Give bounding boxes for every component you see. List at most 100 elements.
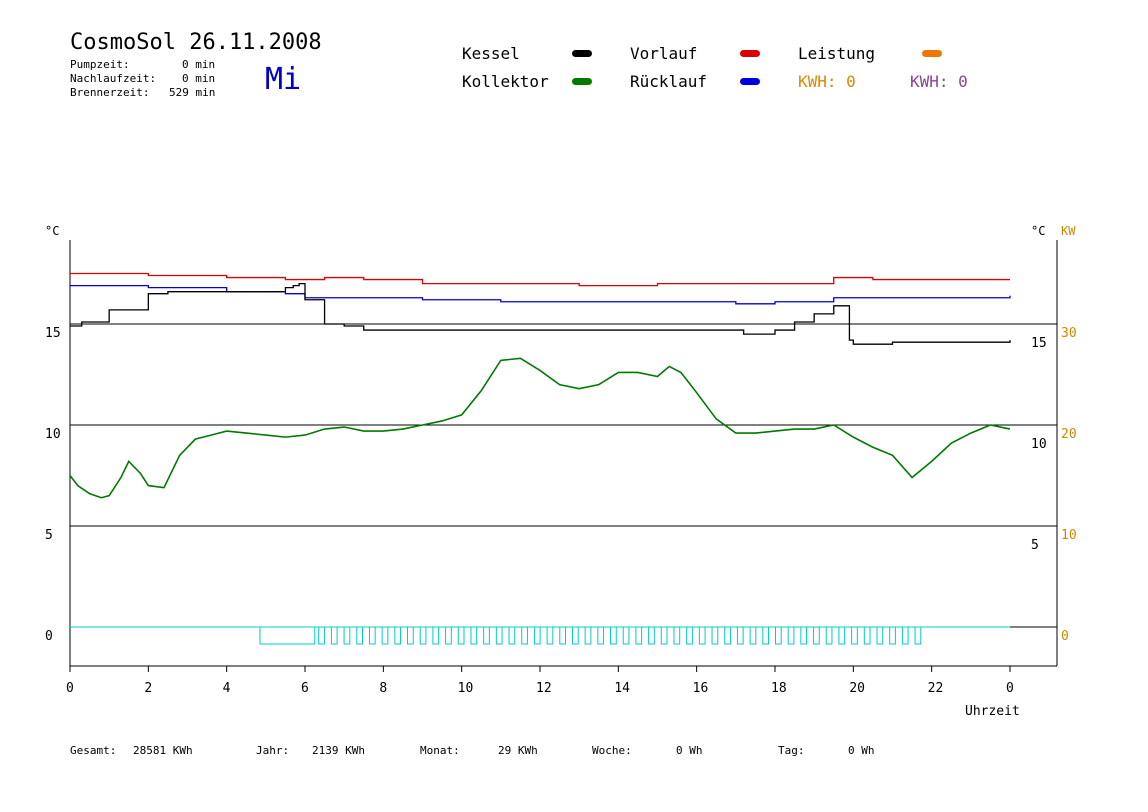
y-tick-label-left: 0 bbox=[45, 629, 53, 644]
legend-kwh-purple: KWH: 0 bbox=[910, 72, 968, 91]
pump-pulse bbox=[584, 626, 592, 645]
pump-pulse bbox=[863, 626, 871, 645]
pump-activity bbox=[70, 626, 1010, 645]
pump-pulse bbox=[724, 626, 731, 645]
pump-pulse bbox=[698, 626, 706, 645]
series-vorlauf-line bbox=[70, 272, 1010, 287]
x-tick-label: 0 bbox=[1006, 681, 1014, 696]
legend-leistung-label: Leistung bbox=[798, 44, 876, 63]
y-tick-label-right: 15 bbox=[1031, 336, 1047, 351]
x-tick-label: 8 bbox=[379, 681, 387, 696]
pump-pulse bbox=[813, 626, 820, 645]
x-tick-label: 2 bbox=[144, 681, 152, 696]
x-axis-label: Uhrzeit bbox=[965, 704, 1020, 719]
y-tick-label-kw: 10 bbox=[1061, 528, 1077, 543]
nachlauf-time-value: 0 min bbox=[182, 72, 216, 85]
pump-pulse bbox=[368, 626, 376, 645]
series-kollektor-line bbox=[69, 357, 1011, 499]
footer-jahr-value: 2139 KWh bbox=[312, 744, 365, 757]
legend-ruecklauf-swatch bbox=[740, 78, 760, 85]
pump-pulse bbox=[457, 626, 465, 645]
brenner-time-label: Brennerzeit: bbox=[70, 86, 150, 99]
pump-pulse bbox=[736, 626, 744, 645]
pump-time-label: Pumpzeit: bbox=[70, 58, 130, 71]
pump-pulse bbox=[571, 626, 579, 645]
y-tick-label-left: 5 bbox=[45, 528, 53, 543]
x-tick-label: 10 bbox=[458, 681, 474, 696]
pump-pulse bbox=[749, 626, 757, 645]
x-tick-label: 0 bbox=[66, 681, 74, 696]
pump-pulse bbox=[800, 626, 808, 645]
pump-pulse bbox=[622, 626, 630, 645]
x-tick-label: 14 bbox=[614, 681, 630, 696]
y-tick-label-right: 5 bbox=[1031, 538, 1039, 553]
y-tick-label-left: 15 bbox=[45, 326, 61, 341]
series-kessel-line bbox=[70, 282, 1011, 345]
footer-woche-label: Woche: bbox=[592, 744, 632, 757]
pump-pulse bbox=[762, 626, 770, 645]
legend-kessel-label: Kessel bbox=[462, 44, 520, 63]
x-tick-label: 4 bbox=[223, 681, 231, 696]
legend-ruecklauf-label: Rücklauf bbox=[630, 72, 708, 91]
pump-pulse bbox=[559, 626, 566, 645]
legend-vorlauf-label: Vorlauf bbox=[630, 44, 698, 63]
pump-pulse bbox=[660, 626, 668, 645]
brenner-time-value: 529 min bbox=[169, 86, 216, 99]
pump-pulse bbox=[851, 626, 858, 645]
pump-pulse bbox=[889, 626, 896, 645]
footer-jahr-label: Jahr: bbox=[256, 744, 290, 757]
series-ruecklauf-line bbox=[70, 284, 1011, 305]
pump-pulse bbox=[597, 626, 605, 645]
pump-pulse bbox=[483, 626, 490, 645]
y-tick-label-right: 10 bbox=[1031, 437, 1047, 452]
x-tick-label: 6 bbox=[301, 681, 309, 696]
pump-pulse bbox=[838, 626, 846, 645]
pump-pulse bbox=[825, 626, 833, 645]
x-tick-label: 22 bbox=[928, 681, 944, 696]
legend-kessel-swatch bbox=[572, 50, 592, 57]
nachlauf-time-label: Nachlaufzeit: bbox=[70, 72, 157, 85]
pump-pulse bbox=[774, 626, 782, 645]
footer-gesamt-label: Gesamt: bbox=[70, 744, 117, 757]
pump-block bbox=[259, 626, 316, 645]
pump-pulse bbox=[419, 626, 427, 645]
footer-tag-label: Tag: bbox=[778, 744, 805, 757]
pump-pulse bbox=[711, 626, 719, 645]
footer-woche-value: 0 Wh bbox=[676, 744, 703, 757]
y-tick-label-kw: 20 bbox=[1061, 427, 1077, 442]
pump-pulse bbox=[635, 626, 643, 645]
y-tick-label-kw: 30 bbox=[1061, 326, 1077, 341]
pump-pulse bbox=[533, 626, 541, 645]
pump-pulse bbox=[521, 626, 528, 645]
x-tick-label: 16 bbox=[693, 681, 709, 696]
y-axis-kw-unit: KW bbox=[1061, 224, 1076, 238]
chart-title: CosmoSol 26.11.2008 bbox=[70, 30, 322, 55]
footer-monat-value: 29 KWh bbox=[498, 744, 538, 757]
x-tick-label: 12 bbox=[536, 681, 552, 696]
pump-pulse bbox=[470, 626, 478, 645]
legend-kollektor-swatch bbox=[572, 78, 592, 85]
x-tick-label: 18 bbox=[771, 681, 787, 696]
pump-pulse bbox=[686, 626, 693, 645]
pump-pulse bbox=[546, 626, 554, 645]
footer-gesamt-value: 28581 KWh bbox=[133, 744, 193, 757]
pump-pulse bbox=[407, 626, 414, 645]
y-axis-right-unit: °C bbox=[1031, 224, 1045, 238]
pump-pulse bbox=[343, 626, 351, 645]
pump-pulse bbox=[495, 626, 503, 645]
legend-kollektor-label: Kollektor bbox=[462, 72, 549, 91]
pump-pulse bbox=[787, 626, 795, 645]
footer-tag-value: 0 Wh bbox=[848, 744, 875, 757]
pump-pulse bbox=[318, 626, 325, 645]
pump-pulse bbox=[432, 626, 440, 645]
legend-kwh-orange: KWH: 0 bbox=[798, 72, 856, 91]
pump-pulse bbox=[673, 626, 681, 645]
x-tick-label: 20 bbox=[849, 681, 865, 696]
series-lines bbox=[69, 272, 1011, 499]
y-tick-label-kw: 0 bbox=[1061, 629, 1069, 644]
pump-pulse bbox=[356, 626, 363, 645]
footer-monat-label: Monat: bbox=[420, 744, 460, 757]
pump-pulse bbox=[648, 626, 655, 645]
pump-pulse bbox=[330, 626, 338, 645]
